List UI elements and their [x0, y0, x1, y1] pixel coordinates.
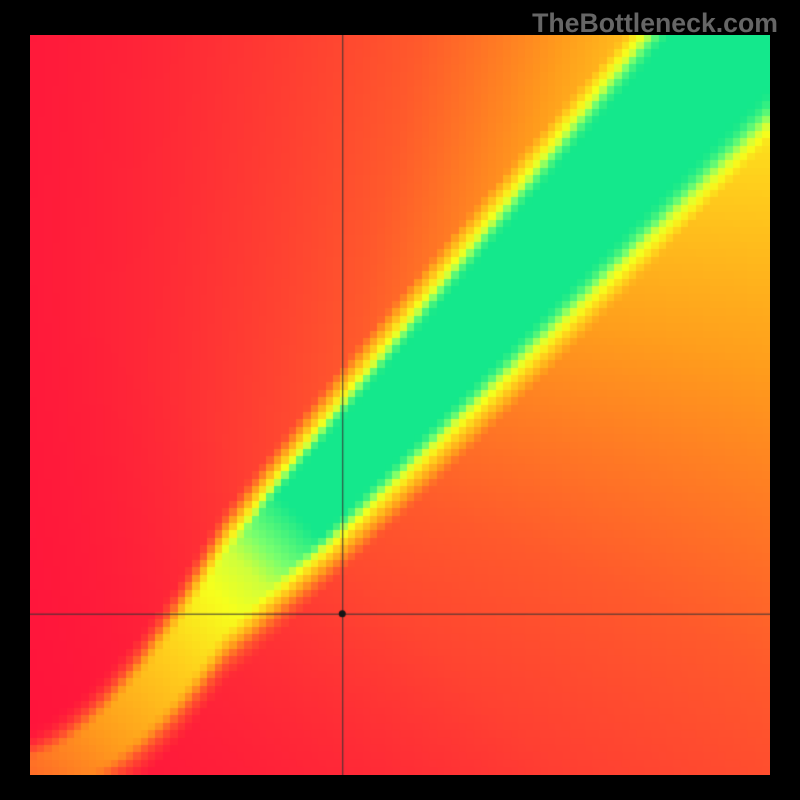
- chart-container: TheBottleneck.com: [0, 0, 800, 800]
- bottleneck-heatmap: [30, 35, 770, 775]
- watermark-text: TheBottleneck.com: [532, 8, 778, 39]
